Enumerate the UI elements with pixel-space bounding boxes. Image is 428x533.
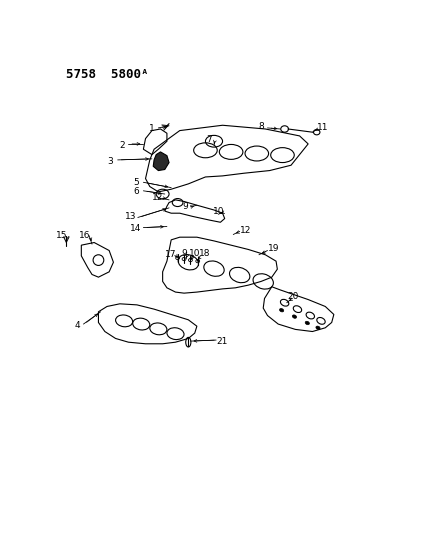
Text: 8: 8 [258,123,264,131]
Text: 12: 12 [241,226,252,235]
Text: 2: 2 [119,141,125,150]
Text: 19: 19 [268,244,279,253]
Text: 3: 3 [107,157,113,166]
Text: 10: 10 [213,207,224,215]
Text: 18: 18 [199,249,210,258]
Text: 16: 16 [79,231,90,240]
Text: 9: 9 [182,203,188,211]
Text: 6: 6 [133,187,139,196]
Text: 5758  5800ᴬ: 5758 5800ᴬ [66,68,149,81]
Text: 5: 5 [133,179,139,187]
Text: 7: 7 [206,135,212,144]
Text: 10: 10 [189,249,200,258]
Text: 9: 9 [181,249,187,258]
Ellipse shape [316,326,320,329]
Text: 14: 14 [131,224,142,232]
Ellipse shape [305,321,309,325]
Text: 11: 11 [318,124,329,132]
Text: 21: 21 [216,337,227,345]
Text: 17: 17 [166,251,177,259]
Polygon shape [153,152,169,171]
Text: 12: 12 [152,193,163,201]
Text: 4: 4 [74,321,80,329]
Text: 13: 13 [125,213,136,221]
Text: 15: 15 [56,231,68,240]
Text: 1: 1 [149,125,155,133]
Ellipse shape [292,315,297,318]
Text: 20: 20 [288,292,299,301]
Ellipse shape [279,309,284,312]
